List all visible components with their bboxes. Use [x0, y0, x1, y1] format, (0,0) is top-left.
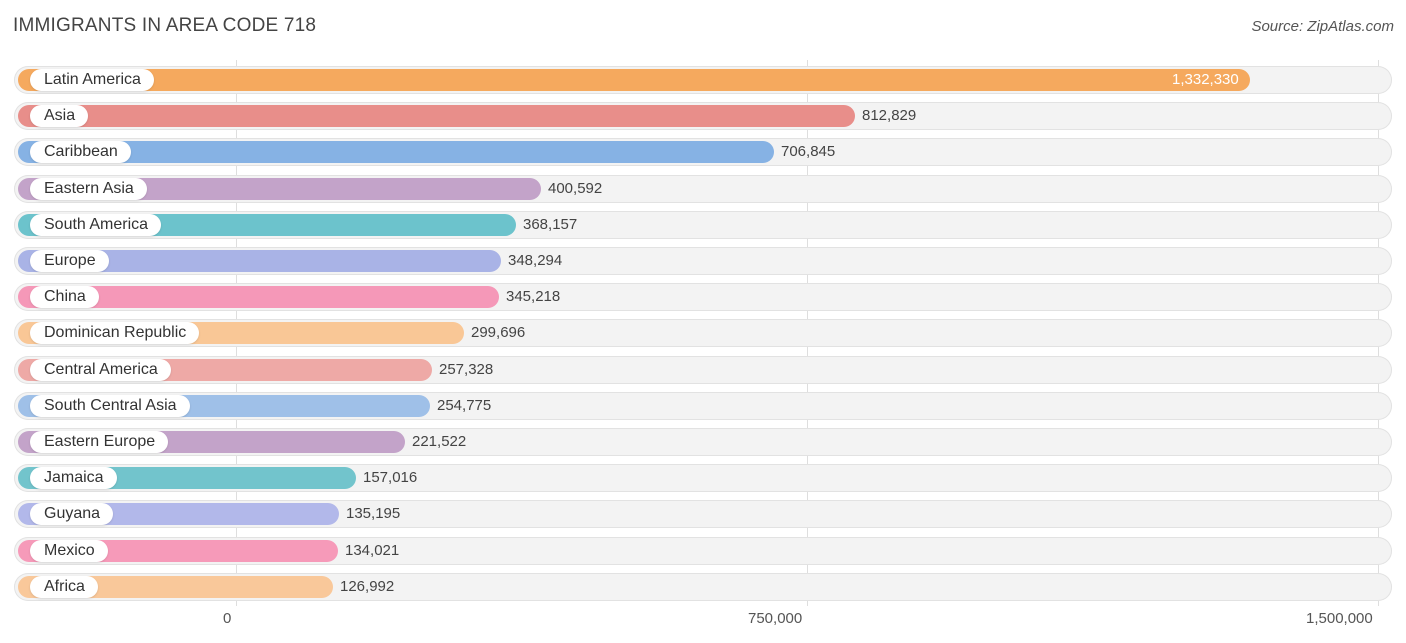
category-label: Dominican Republic	[30, 322, 200, 344]
value-label: 345,218	[506, 288, 561, 305]
category-label: South Central Asia	[30, 395, 190, 417]
category-label: Central America	[30, 359, 171, 381]
value-label: 348,294	[508, 252, 563, 269]
x-tick-label: 1,500,000	[1306, 610, 1373, 627]
category-label: Mexico	[30, 540, 108, 562]
chart-title: IMMIGRANTS IN AREA CODE 718	[13, 15, 317, 36]
category-label: Jamaica	[30, 467, 117, 489]
value-label: 368,157	[523, 216, 578, 233]
source-attribution: Source: ZipAtlas.com	[1251, 18, 1394, 35]
value-label: 134,021	[345, 542, 400, 559]
bar[interactable]	[18, 250, 501, 272]
bar[interactable]	[18, 69, 1250, 91]
value-label: 135,195	[346, 505, 401, 522]
value-label: 1,332,330	[1172, 71, 1239, 88]
bar[interactable]	[18, 286, 499, 308]
category-label: Asia	[30, 105, 89, 127]
bar[interactable]	[18, 141, 774, 163]
category-label: Guyana	[30, 503, 114, 525]
value-label: 706,845	[781, 143, 836, 160]
category-label: Caribbean	[30, 141, 131, 163]
category-label: Africa	[30, 576, 98, 598]
value-label: 126,992	[340, 578, 395, 595]
category-label: Eastern Asia	[30, 178, 147, 200]
x-tick-label: 0	[223, 610, 232, 627]
value-label: 812,829	[862, 107, 917, 124]
category-label: South America	[30, 214, 162, 236]
bar[interactable]	[18, 178, 541, 200]
value-label: 221,522	[412, 433, 467, 450]
category-label: Eastern Europe	[30, 431, 169, 453]
x-tick-label: 750,000	[748, 610, 803, 627]
value-label: 400,592	[548, 180, 603, 197]
category-label: Latin America	[30, 69, 154, 91]
category-label: Europe	[30, 250, 109, 272]
value-label: 299,696	[471, 324, 526, 341]
value-label: 257,328	[439, 361, 494, 378]
category-label: China	[30, 286, 99, 308]
value-label: 254,775	[437, 397, 492, 414]
bar[interactable]	[18, 105, 855, 127]
value-label: 157,016	[363, 469, 418, 486]
